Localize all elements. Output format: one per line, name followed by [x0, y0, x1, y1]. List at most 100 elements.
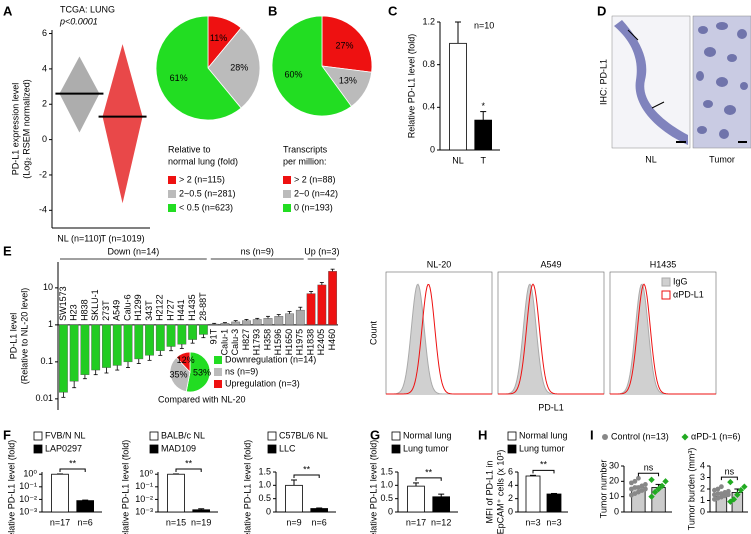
x-tick-label: n=3 [525, 517, 540, 527]
point [741, 483, 748, 490]
ihc-label: Tumor [709, 154, 735, 164]
x-tick-label: n=9 [286, 517, 301, 527]
significance: ns [725, 466, 735, 476]
bar [407, 485, 425, 513]
ihc-nl-image [611, 15, 691, 149]
ihc-stain-label: IHC: PD-L1 [598, 59, 608, 105]
significance-bracket [637, 472, 660, 477]
y-tick-label: 0.5 [258, 493, 271, 503]
legend-swatch [149, 431, 159, 441]
y-tick-label: 6 [42, 28, 47, 38]
y-axis-label: Tumor burden (mm³) [686, 448, 696, 531]
significance: ** [540, 460, 548, 470]
x-tick-label: n=6 [78, 517, 93, 527]
bar-label: H1596 [273, 329, 283, 356]
bar [220, 323, 230, 326]
y-tick-label: 0 [388, 506, 393, 516]
x-tick-label: n=12 [431, 517, 451, 527]
point [727, 478, 734, 486]
y-tick-label: 10⁻¹ [135, 481, 153, 491]
panel-letter: I [590, 427, 594, 442]
panel-letter: A [3, 3, 13, 18]
legend-label: BALB/c NL [161, 430, 205, 440]
point [632, 478, 638, 484]
bar [112, 324, 122, 366]
bar [546, 493, 562, 513]
x-tick-label: NL [452, 155, 464, 165]
flow-panel [497, 271, 605, 395]
legend-label: > 2 (n=88) [294, 174, 336, 184]
y-axis-label: (Log₂ RSEM normalized) [21, 79, 31, 179]
bar [328, 271, 338, 326]
legend-swatch [149, 444, 159, 454]
point [715, 486, 721, 492]
y-tick-label: 2 [700, 483, 705, 493]
flow-panel-title: H1435 [650, 259, 677, 269]
bar [51, 473, 69, 513]
y-tick-label: 1.2 [422, 16, 435, 26]
point [651, 488, 659, 496]
legend-swatch [283, 176, 291, 184]
point [632, 485, 638, 490]
bar [449, 42, 467, 151]
significance: ** [185, 458, 193, 468]
flow-curve [385, 283, 492, 395]
point [648, 476, 655, 483]
point [655, 485, 662, 493]
legend-label: FVB/N NL [45, 430, 86, 440]
dot-cloud [102, 44, 143, 204]
pie-slice [271, 15, 352, 117]
x-axis-label: PD-L1 [538, 402, 564, 412]
x-tick-label: n=15 [166, 517, 186, 527]
bar-label: H460 [327, 329, 337, 351]
bar [274, 316, 284, 326]
caption: per million: [283, 156, 327, 166]
y-tick-label: 0 [508, 506, 513, 516]
pie-slice [321, 15, 373, 73]
flow-curve [497, 283, 604, 395]
y-axis-label: Tumor number [598, 460, 608, 519]
significance: ** [425, 467, 433, 477]
y-axis-label: Count [368, 321, 378, 346]
significance: ** [303, 464, 311, 474]
legend-label: αPD-L1 [673, 289, 704, 299]
x-tick-label: NL (n=110) [57, 233, 101, 243]
legend-swatch [507, 431, 517, 441]
point [636, 475, 641, 481]
caption: Transcripts [283, 144, 328, 154]
y-tick-label: 10 [43, 282, 53, 292]
bar-label: H23 [69, 304, 79, 321]
slice-label: 53% [193, 368, 211, 378]
y-axis-label: PD-L1 level [8, 313, 18, 360]
ihc-images [611, 15, 751, 149]
y-axis-label: MFI of PD-L1 in [484, 460, 494, 523]
legend-swatch [214, 356, 222, 364]
bar [69, 324, 79, 382]
y-axis-label: Relative PD-L1 level (fold) [242, 440, 252, 534]
pie-slice [155, 15, 242, 121]
legend-swatch [391, 444, 401, 454]
bar [306, 293, 316, 326]
bar [177, 324, 187, 345]
bar [166, 324, 176, 347]
bar-label: H827 [241, 329, 251, 351]
y-tick-label: 10⁰ [23, 469, 37, 479]
bar [231, 321, 241, 326]
bar [295, 309, 305, 326]
panel-letter: F [3, 427, 11, 442]
y-tick-label: 1.5 [380, 466, 393, 476]
y-tick-label: 0.8 [422, 59, 435, 69]
annotation: n=10 [474, 20, 494, 30]
point [719, 484, 724, 490]
significance-bracket [415, 477, 442, 481]
y-tick-label: 10⁻³ [19, 506, 37, 516]
pie-slice [207, 27, 261, 109]
flow-curve [386, 283, 492, 395]
y-tick-label: 1 [700, 495, 705, 505]
point [658, 482, 666, 490]
bar-label: Calu-3 [230, 329, 240, 356]
significance-bracket [59, 468, 86, 472]
legend-label: LLC [279, 443, 296, 453]
significance-bracket [293, 474, 320, 478]
y-axis-label: PD-L1 expression level [10, 83, 20, 176]
